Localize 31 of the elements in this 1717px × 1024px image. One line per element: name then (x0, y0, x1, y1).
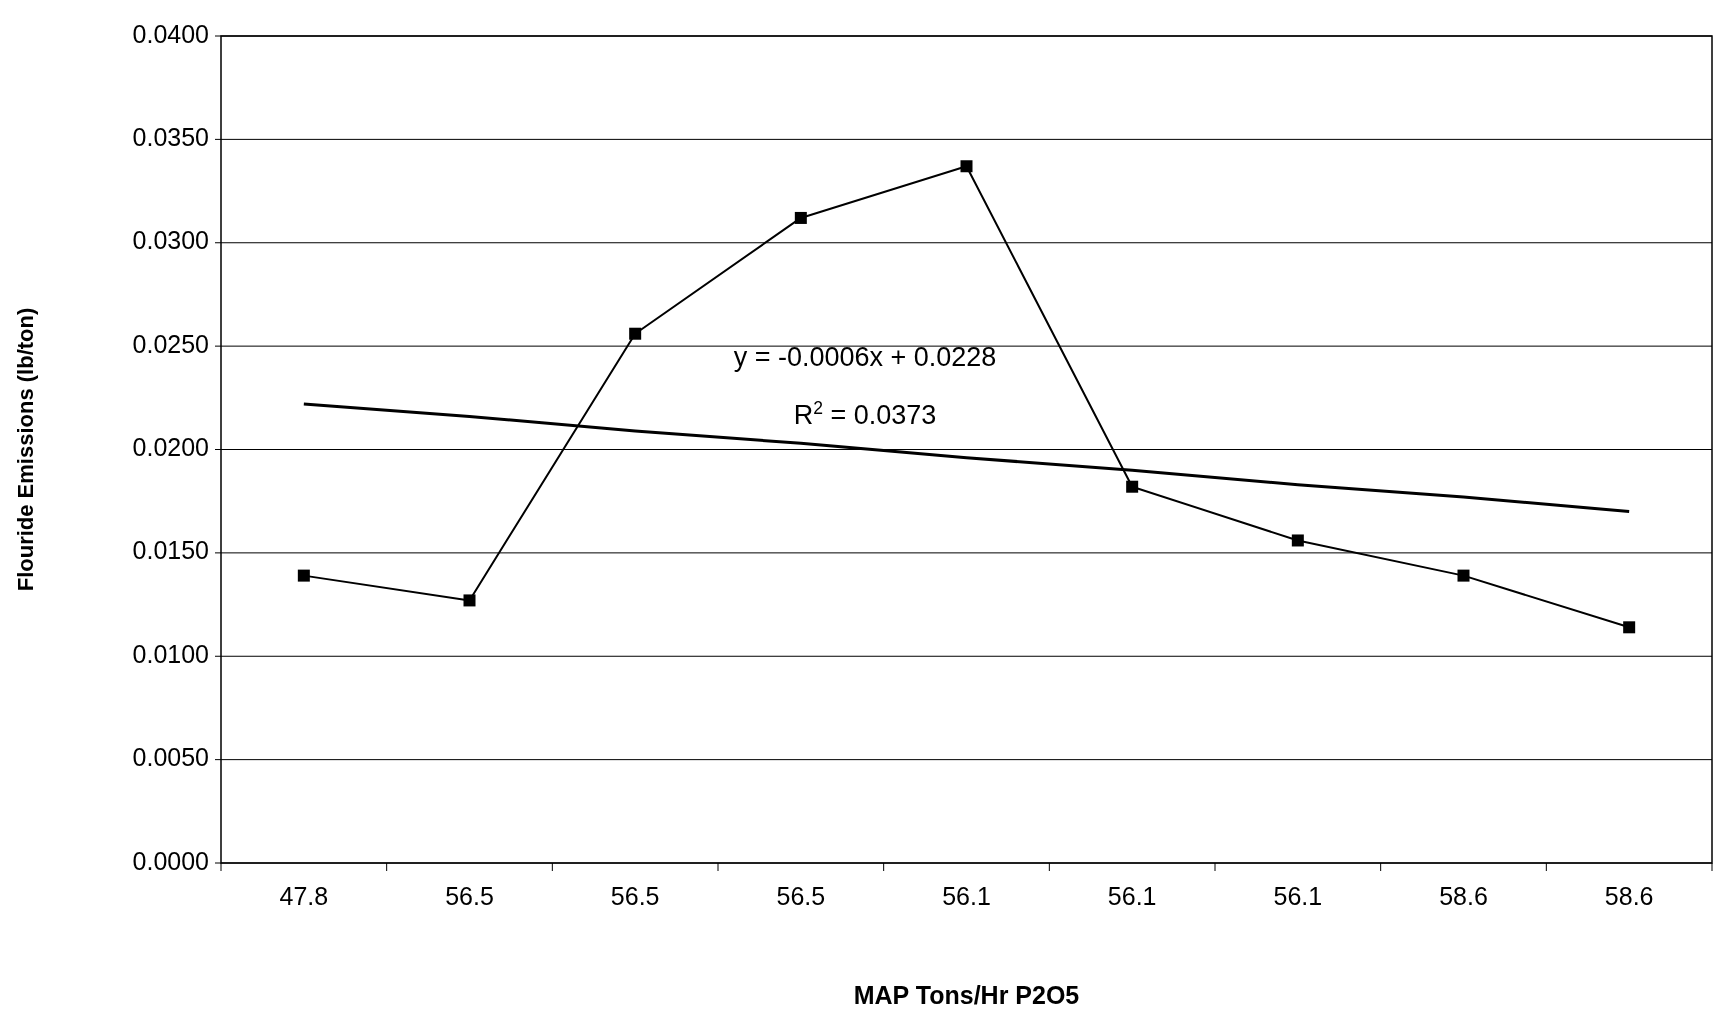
y-tick-label: 0.0150 (132, 536, 209, 565)
point (1457, 569, 1470, 582)
annotation: y = -0.0006x + 0.0228 (733, 342, 997, 372)
annotation: R$^{2}$ = 0.0373 (793, 398, 937, 430)
x-tick-label: 56.1 (1107, 882, 1157, 910)
x-tick-label: 56.5 (776, 882, 826, 910)
point (1291, 534, 1304, 547)
y-tick-label: 0.0350 (132, 122, 209, 151)
y-axis-title: Flouride Emissions (lb/ton) (13, 307, 38, 592)
x-tick-label: 58.6 (1439, 882, 1488, 910)
x-tick-label: 56.5 (610, 882, 660, 910)
y-tick-label: 0.0300 (132, 226, 209, 255)
y-tick-label: 0.0100 (132, 639, 209, 668)
y-tick-label: 0.0050 (132, 743, 209, 772)
point (463, 594, 476, 607)
x-tick-label: 56.1 (942, 882, 991, 910)
point (1126, 480, 1139, 493)
y-tick-label: 0.0000 (132, 846, 209, 875)
y-tick-label: 0.0200 (132, 433, 209, 462)
x-tick-label: 56.5 (445, 882, 494, 910)
point (297, 569, 310, 582)
point (960, 160, 973, 173)
point (629, 327, 642, 340)
point (1623, 621, 1636, 634)
x-tick-label: 58.6 (1604, 882, 1654, 910)
point (794, 211, 807, 224)
y-tick-label: 0.0400 (132, 19, 209, 48)
x-tick-label: 47.8 (279, 882, 329, 910)
y-tick-label: 0.0250 (132, 329, 209, 358)
x-axis-title: MAP Tons/Hr P2O5 (853, 981, 1080, 1009)
x-tick-label: 56.1 (1273, 882, 1323, 910)
